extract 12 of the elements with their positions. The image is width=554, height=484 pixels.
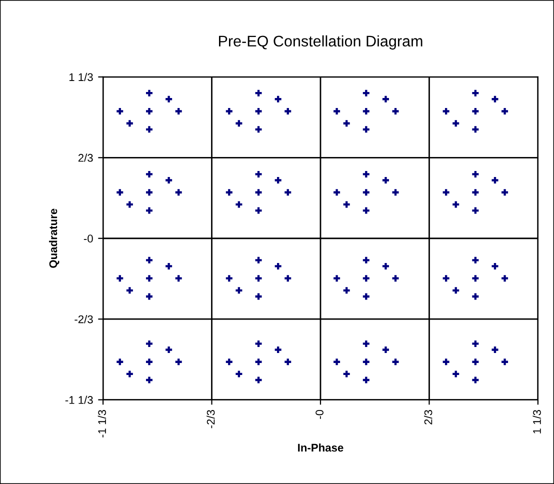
y-tick-label: 1 1/3 bbox=[69, 72, 93, 82]
y-tick-label: 2/3 bbox=[78, 154, 93, 162]
x-tick-label: 2/3 bbox=[424, 410, 432, 424]
x-tick-label: -0 bbox=[316, 410, 324, 419]
y-tick-label: -0 bbox=[84, 234, 93, 243]
y-tick-label: -1 1/3 bbox=[65, 396, 93, 404]
chart-title: Pre-EQ Constellation Diagram bbox=[219, 35, 422, 50]
x-tick-label: -2/3 bbox=[206, 410, 215, 428]
x-axis-title: In-Phase bbox=[298, 443, 344, 452]
y-tick-label: -2/3 bbox=[74, 315, 93, 324]
x-tick-label: 1 1/3 bbox=[532, 410, 541, 434]
y-axis-title: Quadrature bbox=[49, 208, 60, 268]
